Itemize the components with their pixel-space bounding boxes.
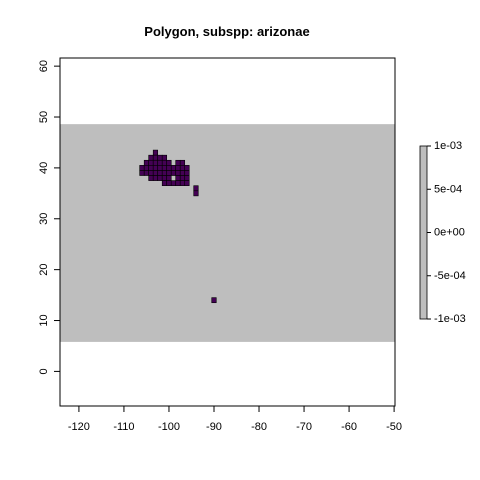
x-tick-label: -120 bbox=[68, 421, 90, 433]
legend-color-bar bbox=[419, 145, 428, 320]
presence-cell bbox=[179, 170, 186, 176]
presence-cell bbox=[157, 159, 163, 166]
presence-cell bbox=[161, 175, 168, 181]
presence-cell bbox=[175, 170, 181, 176]
presence-cell bbox=[175, 175, 181, 181]
presence-cell bbox=[143, 170, 150, 176]
presence-cell bbox=[148, 170, 154, 176]
presence-cell bbox=[152, 170, 159, 176]
presence-cell bbox=[161, 165, 168, 171]
presence-cell bbox=[161, 170, 168, 176]
presence-cell bbox=[175, 165, 181, 171]
presence-cell bbox=[161, 154, 168, 161]
presence-cell bbox=[175, 159, 181, 166]
presence-cell bbox=[143, 165, 150, 171]
presence-cell bbox=[179, 165, 186, 171]
presence-cell bbox=[148, 159, 154, 166]
y-tick-label: 60 bbox=[38, 60, 50, 72]
presence-cell bbox=[148, 165, 154, 171]
presence-cell bbox=[193, 190, 199, 197]
presence-cell bbox=[184, 175, 190, 181]
presence-cell bbox=[179, 159, 186, 166]
y-tick-label: 50 bbox=[38, 111, 50, 123]
presence-cell bbox=[166, 175, 172, 181]
presence-cell bbox=[152, 154, 159, 161]
x-tick-label: -90 bbox=[206, 421, 222, 433]
presence-cell bbox=[184, 170, 190, 176]
y-tick-label: 10 bbox=[38, 314, 50, 326]
raster-background bbox=[60, 124, 395, 342]
chart-title: Polygon, subspp: arizonae bbox=[144, 24, 309, 39]
legend-tick-label: -1e-03 bbox=[434, 313, 466, 325]
legend-tick-label: 5e-04 bbox=[434, 183, 462, 195]
presence-cell bbox=[170, 170, 177, 176]
presence-cell bbox=[143, 159, 150, 166]
presence-cell bbox=[152, 149, 159, 156]
presence-cell bbox=[179, 180, 186, 187]
presence-cell bbox=[170, 165, 177, 171]
presence-cell bbox=[211, 297, 217, 304]
presence-cell bbox=[175, 180, 181, 187]
presence-cell bbox=[170, 180, 177, 187]
presence-cell bbox=[179, 175, 186, 181]
presence-cell bbox=[157, 154, 163, 161]
x-tick-label: -110 bbox=[113, 421, 134, 433]
presence-cell bbox=[166, 180, 172, 187]
presence-cell bbox=[161, 180, 168, 187]
raster-layer bbox=[60, 124, 395, 342]
presence-cell bbox=[184, 180, 190, 187]
presence-cell bbox=[148, 154, 154, 161]
presence-cell bbox=[166, 159, 172, 166]
presence-cell bbox=[148, 175, 154, 181]
y-tick-label: 40 bbox=[38, 162, 50, 174]
presence-cell bbox=[152, 175, 159, 181]
legend-tick-label: -5e-04 bbox=[434, 270, 466, 282]
presence-cell bbox=[184, 165, 190, 171]
presence-cell bbox=[152, 165, 159, 171]
x-tick-label: -50 bbox=[386, 421, 402, 433]
axes-layer: -120 -110 -100 -90 -80 -70 -60 -50 0 10 20 30 40 50 60 bbox=[38, 57, 402, 433]
presence-cell bbox=[161, 159, 168, 166]
y-tick-label: 0 bbox=[38, 368, 50, 374]
y-tick-label: 30 bbox=[38, 213, 50, 225]
legend: 1e-03 5e-04 0e+00 -5e-04 -1e-03 bbox=[419, 140, 466, 325]
legend-tick-label: 0e+00 bbox=[434, 227, 465, 239]
presence-cell bbox=[193, 185, 199, 192]
presence-cell bbox=[157, 170, 163, 176]
presence-cell bbox=[166, 165, 172, 171]
x-tick-label: -60 bbox=[341, 421, 357, 433]
y-tick-label: 20 bbox=[38, 264, 50, 276]
presence-cell bbox=[157, 175, 163, 181]
presence-cell bbox=[166, 170, 172, 176]
presence-cell bbox=[152, 159, 159, 166]
presence-cell bbox=[157, 165, 163, 171]
x-tick-label: -100 bbox=[158, 421, 180, 433]
presence-cell bbox=[139, 165, 145, 171]
x-tick-label: -80 bbox=[251, 421, 267, 433]
presence-cell bbox=[139, 170, 145, 176]
x-tick-label: -70 bbox=[296, 421, 312, 433]
legend-tick-label: 1e-03 bbox=[434, 140, 462, 152]
